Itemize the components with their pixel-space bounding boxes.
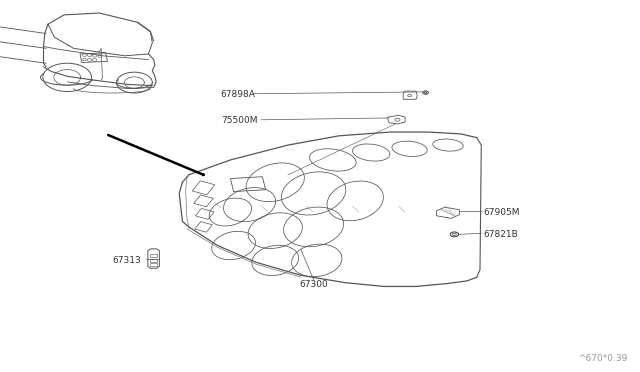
Text: ^670*0.39: ^670*0.39	[578, 354, 627, 363]
Bar	[195, 208, 214, 219]
Text: 75500M: 75500M	[221, 116, 257, 125]
Bar	[150, 259, 157, 262]
Text: 67898A: 67898A	[221, 90, 255, 99]
Text: 67905M: 67905M	[483, 208, 520, 217]
Bar	[195, 222, 212, 232]
Text: 67300: 67300	[300, 280, 328, 289]
Bar	[150, 254, 157, 257]
Bar	[150, 263, 157, 266]
Bar	[194, 195, 213, 207]
Bar	[192, 181, 215, 195]
Text: 67313: 67313	[112, 256, 141, 265]
Text: 67821B: 67821B	[483, 230, 518, 239]
